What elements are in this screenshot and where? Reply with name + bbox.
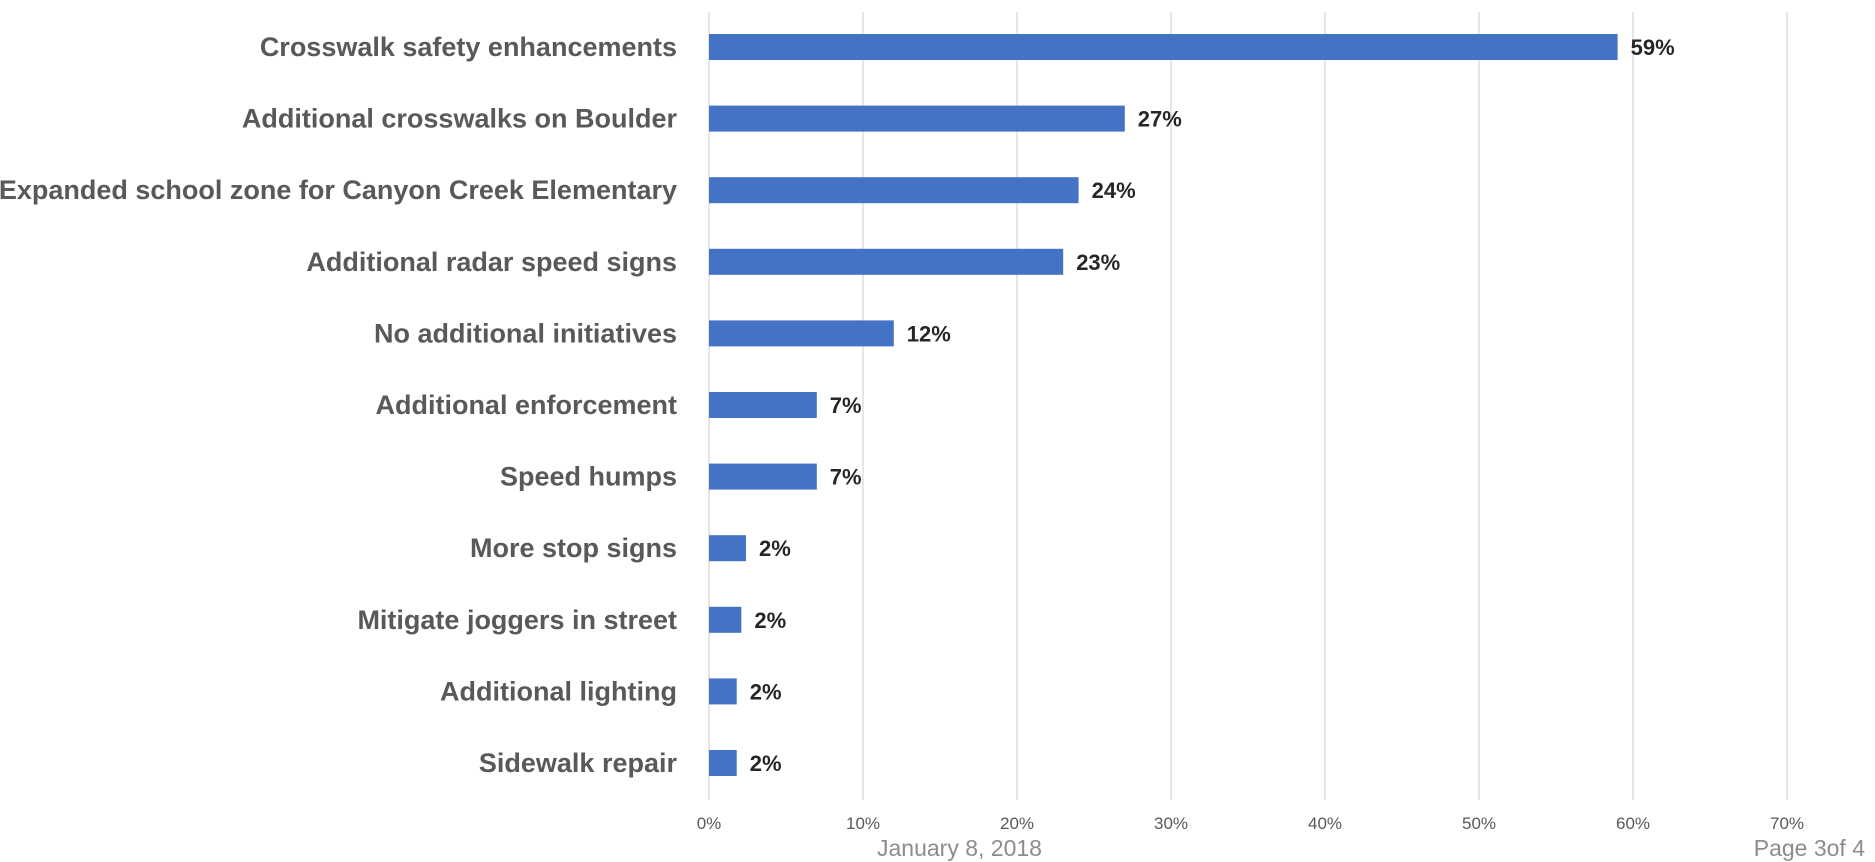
x-tick-label: 30% — [1154, 814, 1188, 833]
bar — [709, 320, 894, 347]
data-label: 2% — [750, 679, 782, 704]
category-label: No additional initiatives — [374, 318, 677, 348]
data-label: 7% — [830, 393, 862, 418]
x-axis-ticks: 0% 10% 20% 30% 40% 50% 60% 70% — [697, 814, 1804, 833]
bar — [709, 248, 1064, 275]
bar — [709, 392, 817, 418]
category-label: Mitigate joggers in street — [357, 605, 677, 635]
x-tick-label: 10% — [846, 814, 880, 833]
data-label: 2% — [759, 536, 791, 561]
footer-page-number: Page 3of 4 — [1753, 835, 1865, 861]
grid-lines — [708, 12, 1788, 800]
category-label: More stop signs — [470, 533, 677, 563]
bar — [709, 535, 746, 562]
x-tick-label: 20% — [1000, 814, 1034, 833]
category-labels: Crosswalk safety enhancements Additional … — [0, 32, 677, 778]
x-tick-label: 60% — [1616, 814, 1650, 833]
data-labels: 59% 27% 24% 23% 12% 7% 7% 2% 2% 2% 2% — [750, 35, 1675, 776]
category-label: Crosswalk safety enhancements — [260, 32, 677, 62]
category-label: Expanded school zone for Canyon Creek El… — [0, 175, 677, 205]
x-tick-label: 40% — [1308, 814, 1342, 833]
x-tick-label: 70% — [1770, 814, 1804, 833]
footer-date: January 8, 2018 — [877, 835, 1042, 861]
category-label: Additional lighting — [440, 676, 677, 706]
data-label: 59% — [1631, 35, 1675, 60]
category-label: Additional enforcement — [375, 390, 677, 420]
data-label: 24% — [1092, 178, 1136, 203]
bar — [709, 606, 742, 633]
data-label: 2% — [754, 608, 786, 633]
category-label: Additional crosswalks on Boulder — [242, 104, 678, 134]
x-tick-label: 50% — [1462, 814, 1496, 833]
bar — [709, 105, 1125, 132]
category-label: Sidewalk repair — [479, 748, 678, 778]
bar — [709, 34, 1618, 60]
category-label: Speed humps — [500, 462, 677, 492]
x-tick-label: 0% — [697, 814, 722, 833]
bar — [709, 678, 737, 705]
bar — [709, 750, 737, 776]
data-label: 12% — [907, 321, 951, 346]
data-label: 7% — [830, 465, 862, 490]
data-label: 27% — [1138, 107, 1182, 132]
data-label: 2% — [750, 751, 782, 776]
bars — [709, 34, 1618, 776]
category-label: Additional radar speed signs — [306, 247, 677, 277]
bar — [709, 463, 817, 490]
data-label: 23% — [1076, 250, 1120, 275]
bar — [709, 177, 1079, 204]
